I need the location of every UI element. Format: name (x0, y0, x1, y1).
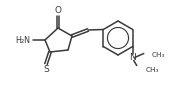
Text: H₂N: H₂N (16, 36, 30, 44)
Text: CH₃: CH₃ (146, 66, 159, 72)
Text: N: N (129, 53, 136, 62)
Text: S: S (43, 66, 49, 74)
Text: O: O (54, 6, 61, 15)
Text: CH₃: CH₃ (152, 52, 165, 58)
